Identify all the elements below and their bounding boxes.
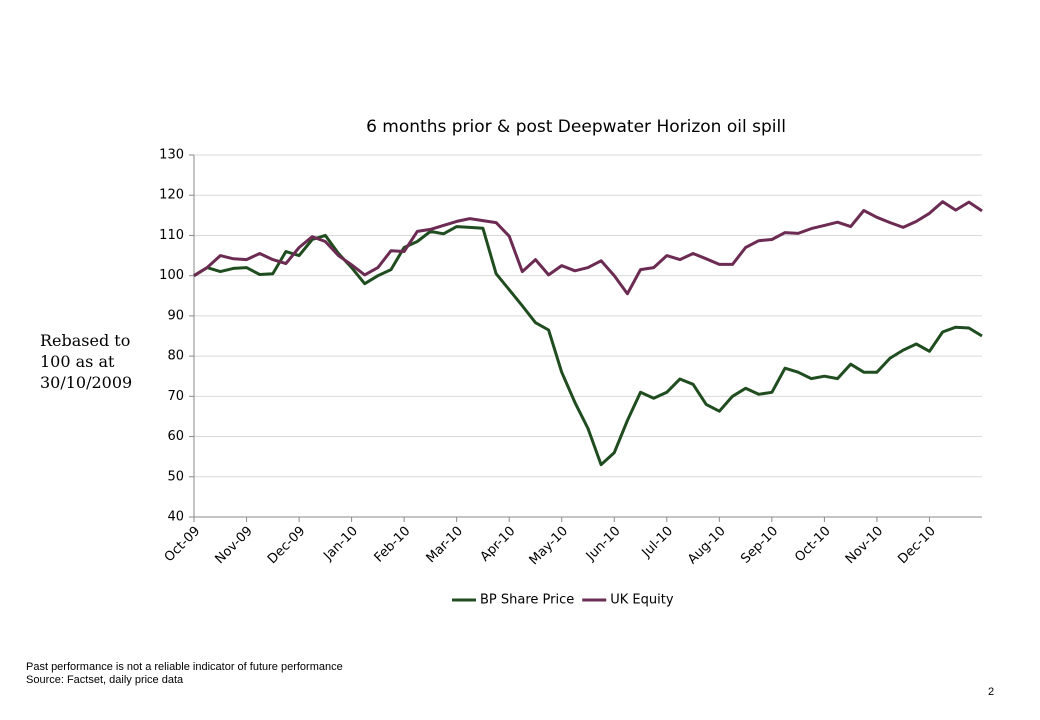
series-line [193, 200, 983, 296]
y-tick-label: 50 [167, 469, 184, 484]
x-tick-label: May-10 [527, 524, 571, 568]
x-tick-label: Jun-10 [583, 524, 624, 565]
x-tick-label: Dec-09 [265, 524, 308, 567]
x-tick-label: Aug-10 [685, 524, 729, 568]
x-tick-label: Nov-09 [213, 524, 256, 567]
y-tick-label: 80 [167, 349, 184, 364]
y-tick-label: 90 [167, 308, 184, 323]
y-tick-label: 120 [159, 188, 184, 203]
legend-label: UK Equity [610, 593, 674, 608]
x-tick-label: Nov-10 [843, 524, 886, 567]
x-tick-label: Apr-10 [478, 524, 519, 565]
legend-label: BP Share Price [480, 593, 574, 608]
y-tick-label: 60 [167, 429, 184, 444]
x-tick-label: Mar-10 [424, 524, 466, 566]
y-tick-label: 130 [159, 148, 184, 163]
y-tick-label: 70 [167, 389, 184, 404]
y-tick-label: 110 [159, 228, 184, 243]
chart-title: 6 months prior & post Deepwater Horizon … [366, 117, 786, 137]
footnote: Past performance is not a reliable indic… [26, 661, 343, 673]
x-tick-label: Dec-10 [895, 524, 938, 567]
x-tick-label: Jul-10 [639, 524, 676, 561]
y-axis-label: Rebased to 100 as at 30/10/2009 [40, 331, 133, 392]
y-tick-label: 100 [159, 268, 184, 283]
y-tick-label: 40 [167, 510, 184, 525]
page-number: 2 [988, 686, 995, 698]
footnote: Source: Factset, daily price data [26, 674, 184, 686]
x-tick-label: Oct-09 [162, 524, 204, 566]
footnotes: Past performance is not a reliable indic… [26, 661, 343, 687]
x-tick-label: Sep-10 [738, 524, 781, 567]
x-tick-label: Oct-10 [792, 524, 834, 566]
x-tick-label: Feb-10 [372, 524, 414, 566]
series-line [193, 225, 983, 467]
x-tick-label: Jan-10 [320, 524, 361, 565]
